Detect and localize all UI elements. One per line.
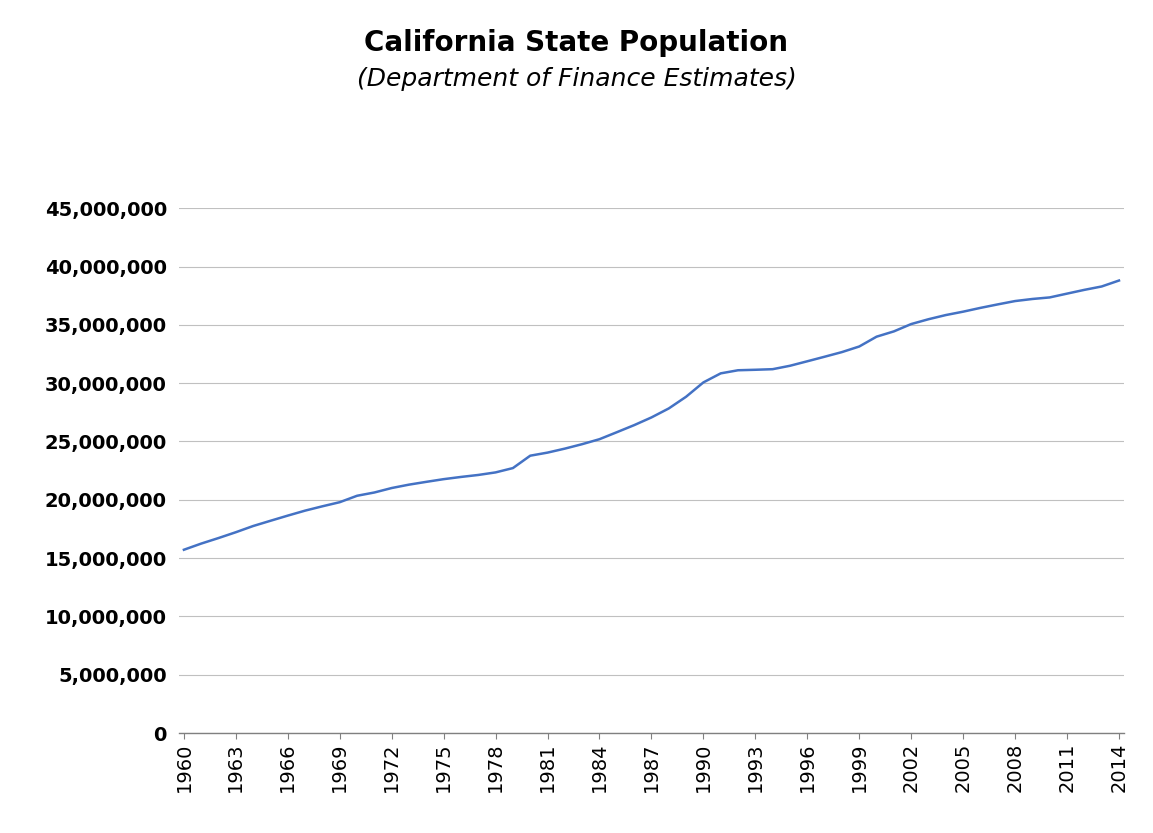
- Text: California State Population: California State Population: [364, 29, 789, 57]
- Text: (Department of Finance Estimates): (Department of Finance Estimates): [356, 67, 797, 91]
